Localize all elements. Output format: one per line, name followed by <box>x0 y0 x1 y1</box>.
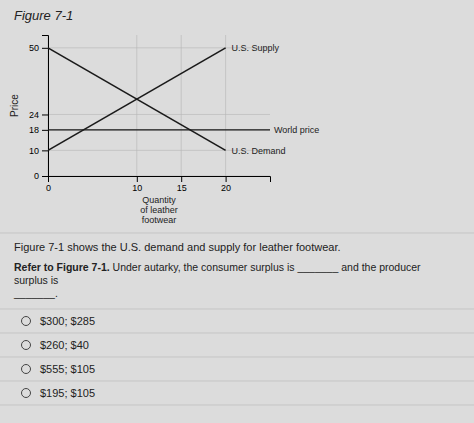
tick-mark <box>42 130 48 131</box>
separator <box>0 309 474 310</box>
option: $195; $105 <box>40 387 95 399</box>
tick: 10 <box>29 146 48 156</box>
x-axis-label-line: of leather <box>140 205 178 215</box>
tick: 0 <box>34 171 48 181</box>
grid-line <box>136 35 137 176</box>
tick: 50 <box>29 43 48 53</box>
x-axis: 0 10 15 20 <box>46 176 271 193</box>
option: $300; $285 <box>40 315 95 327</box>
tick-label: 15 <box>177 183 187 193</box>
tick: 20 <box>221 176 231 193</box>
radio-button <box>22 317 31 326</box>
caption: Figure 7-1 shows the U.S. demand and sup… <box>14 241 341 253</box>
option: $260; $40 <box>40 339 89 351</box>
separator <box>0 357 474 358</box>
separator <box>0 405 474 406</box>
question-text: Under autarky, the consumer surplus is _… <box>110 261 421 273</box>
tick-label: 10 <box>29 146 39 156</box>
separator <box>0 333 474 334</box>
tick-label: 24 <box>29 110 39 120</box>
tick-mark <box>226 176 227 182</box>
grid-line <box>48 114 270 115</box>
background <box>0 0 474 423</box>
tick-mark <box>137 176 138 182</box>
title: Figure 7-1 <box>14 8 73 23</box>
page: Figure 7-1 0 10 15 20 0 10 18 24 50 Price Quantityo… <box>0 0 474 423</box>
question-line: Refer to Figure 7-1. Under autarky, the … <box>14 261 421 273</box>
x-axis-label: Quantityof leatherfootwear <box>140 195 178 225</box>
radio-button <box>22 365 31 374</box>
series-line <box>48 48 226 151</box>
tick-label: 10 <box>132 183 142 193</box>
tick-label: 0 <box>34 171 39 181</box>
separator <box>0 233 474 234</box>
tick: 15 <box>177 176 187 193</box>
separator <box>0 381 474 382</box>
x-axis-label-line: Quantity <box>142 195 176 205</box>
axis-line <box>42 36 49 177</box>
axis-line <box>49 177 271 183</box>
tick: 0 <box>46 176 51 193</box>
tick-label: 50 <box>29 43 39 53</box>
plot-area <box>48 48 270 151</box>
tick: 18 <box>29 125 48 135</box>
radio-button <box>22 341 31 350</box>
line-label: U.S. Supply <box>232 43 280 53</box>
y-axis: 0 10 18 24 50 <box>29 36 49 182</box>
grid-line <box>181 35 182 176</box>
question-text: _______. <box>13 287 58 299</box>
question-bold: Refer to Figure 7-1. <box>14 261 110 273</box>
tick: 10 <box>132 176 142 193</box>
tick: 24 <box>29 110 48 120</box>
tick-mark <box>181 176 182 182</box>
question-text: surplus is <box>14 274 58 286</box>
x-axis-label-line: footwear <box>142 215 177 225</box>
tick-label: 0 <box>46 183 51 193</box>
tick-label: 18 <box>29 125 39 135</box>
question-line: _______. <box>13 287 58 299</box>
tick-mark <box>42 48 48 49</box>
tick-label: 20 <box>221 183 231 193</box>
option: $555; $105 <box>40 363 95 375</box>
line-label: U.S. Demand <box>232 146 286 156</box>
line-label: World price <box>274 125 319 135</box>
line-labels: U.S. Supply U.S. Demand World price <box>232 43 320 156</box>
grid-line <box>225 35 226 176</box>
grid-line <box>48 129 270 130</box>
radio-button <box>22 389 31 398</box>
series-line <box>48 48 226 151</box>
question-line: surplus is <box>14 274 58 286</box>
tick-mark <box>42 176 48 177</box>
y-axis-label: Price <box>9 94 20 117</box>
tick-mark <box>42 114 48 115</box>
tick-mark <box>42 150 48 151</box>
question: Refer to Figure 7-1. Under autarky, the … <box>13 261 421 299</box>
